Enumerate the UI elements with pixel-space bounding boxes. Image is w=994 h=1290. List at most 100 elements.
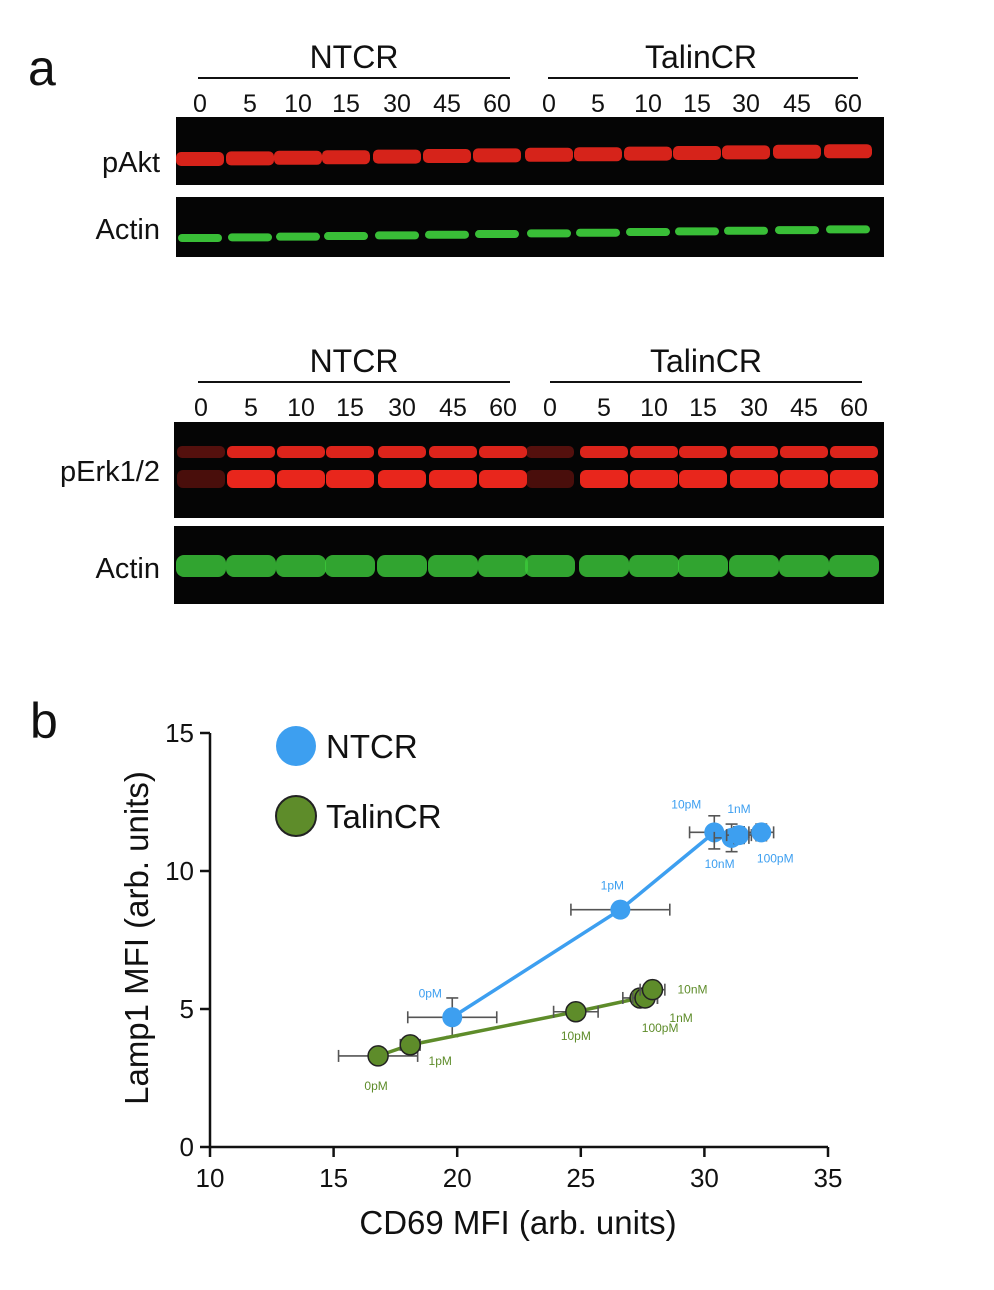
actin-band bbox=[729, 555, 779, 577]
group-label-ntcr: NTCR bbox=[310, 39, 399, 75]
perk-band-lower bbox=[378, 470, 426, 488]
pakt-band bbox=[722, 145, 770, 160]
data-point bbox=[610, 899, 631, 920]
point-label: 1pM bbox=[429, 1054, 452, 1068]
data-point bbox=[729, 825, 750, 846]
point-label: 1pM bbox=[601, 879, 624, 893]
actin-band bbox=[829, 555, 879, 577]
bottom-lane-label: 5 bbox=[597, 394, 611, 422]
perk-band-lower bbox=[277, 470, 325, 488]
pakt-band bbox=[824, 144, 872, 159]
actin-band bbox=[629, 555, 679, 577]
perk-band-lower bbox=[780, 470, 828, 488]
top-lane-label: 0 bbox=[542, 90, 556, 118]
point-label: 1nM bbox=[727, 802, 750, 816]
bottom-lane-label: 10 bbox=[640, 394, 668, 422]
pakt-band bbox=[673, 146, 721, 160]
bottom-lane-label: 0 bbox=[543, 394, 557, 422]
perk-band-upper bbox=[526, 446, 574, 458]
point-label: 10nM bbox=[677, 983, 707, 997]
legend-label: NTCR bbox=[326, 728, 418, 765]
perk-band-upper bbox=[429, 446, 477, 458]
actin-band bbox=[576, 228, 620, 237]
top-lane-label: 5 bbox=[591, 90, 605, 118]
pakt-band bbox=[624, 146, 672, 161]
actin-band bbox=[675, 227, 719, 236]
top-lane-label: 45 bbox=[783, 90, 811, 118]
perk-band-upper bbox=[780, 446, 828, 458]
perk-band-upper bbox=[679, 446, 727, 458]
perk-band-upper bbox=[177, 446, 225, 458]
y-axis-title: Lamp1 MFI (arb. units) bbox=[118, 771, 155, 1105]
bands-top bbox=[176, 144, 872, 242]
actin-band bbox=[779, 555, 829, 577]
bottom-lane-label: 30 bbox=[388, 394, 416, 422]
bottom-lane-label: 30 bbox=[740, 394, 768, 422]
top-lane-label: 45 bbox=[433, 90, 461, 118]
point-label: 1nM bbox=[669, 1011, 692, 1025]
point-label: 10pM bbox=[561, 1029, 591, 1043]
bottom-lane-label: 60 bbox=[840, 394, 868, 422]
perk-membrane bbox=[174, 422, 884, 518]
x-tick-label: 35 bbox=[814, 1163, 843, 1193]
top-lane-label: 15 bbox=[332, 90, 360, 118]
actin-band bbox=[176, 555, 226, 577]
bottom-lane-label: 5 bbox=[244, 394, 258, 422]
data-point bbox=[565, 1001, 587, 1023]
x-axis-title: CD69 MFI (arb. units) bbox=[359, 1204, 676, 1241]
bands-bottom bbox=[176, 446, 879, 577]
pakt-band bbox=[373, 149, 421, 164]
data-point bbox=[641, 978, 664, 1001]
bottom-lane-label: 15 bbox=[336, 394, 364, 422]
top-lane-label: 5 bbox=[243, 90, 257, 118]
perk-band-upper bbox=[378, 446, 426, 458]
data-point bbox=[367, 1045, 389, 1067]
perk-band-lower bbox=[526, 470, 574, 488]
actin-membrane-top bbox=[176, 197, 884, 257]
perk-band-lower bbox=[227, 470, 275, 488]
scatter-chart: 10 15 20 25 30 35 0 5 10 15 CD69 MFI (arb. units)… bbox=[118, 718, 842, 1241]
actin-band bbox=[375, 231, 419, 240]
x-tick-label: 20 bbox=[443, 1163, 472, 1193]
actin-band bbox=[826, 225, 870, 234]
x-tick-label: 30 bbox=[690, 1163, 719, 1193]
point-label: 0pM bbox=[364, 1079, 387, 1093]
group-label-talincr: TalinCR bbox=[645, 39, 757, 75]
top-lane-label: 60 bbox=[834, 90, 862, 118]
perk-band-lower bbox=[326, 470, 374, 488]
bottom-lane-label: 0 bbox=[194, 394, 208, 422]
data-point bbox=[442, 1007, 463, 1028]
x-tick-label: 25 bbox=[566, 1163, 595, 1193]
legend: NTCR TalinCR bbox=[275, 726, 442, 837]
actin-band bbox=[324, 232, 368, 241]
y-tick-label: 15 bbox=[165, 718, 194, 748]
pakt-band bbox=[773, 144, 821, 159]
point-label: 10nM bbox=[705, 857, 735, 871]
point-label: 100pM bbox=[757, 851, 794, 865]
bottom-lane-label: 45 bbox=[790, 394, 818, 422]
x-tick-label: 15 bbox=[319, 1163, 348, 1193]
pakt-band bbox=[226, 151, 274, 166]
legend-label: TalinCR bbox=[326, 798, 442, 835]
row-label-actin-top: Actin bbox=[96, 214, 160, 246]
point-label: 0pM bbox=[419, 986, 442, 1000]
actin-band bbox=[178, 234, 222, 242]
top-lane-label: 0 bbox=[193, 90, 207, 118]
perk-band-lower bbox=[429, 470, 477, 488]
bottom-lane-label: 45 bbox=[439, 394, 467, 422]
actin-band bbox=[678, 555, 728, 577]
y-tick-label: 10 bbox=[165, 856, 194, 886]
data-point bbox=[751, 822, 772, 843]
point-label: 10pM bbox=[671, 797, 701, 811]
actin-band bbox=[579, 555, 629, 577]
actin-band bbox=[228, 233, 272, 242]
actin-band bbox=[626, 228, 670, 237]
point-label: 100pM bbox=[642, 1021, 679, 1035]
row-label-actin-bottom: Actin bbox=[96, 553, 160, 585]
perk-band-upper bbox=[580, 446, 628, 458]
x-tick-label: 10 bbox=[196, 1163, 225, 1193]
pakt-band bbox=[423, 149, 471, 163]
blot-bottom-erk: NTCR TalinCR 0 5 10 15 30 45 60 0 5 10 15 30 45 60 pE… bbox=[60, 343, 884, 604]
blot-top-akt: NTCR TalinCR 0 5 10 15 30 45 60 0 5 10 15 30 45 60 pA… bbox=[96, 39, 884, 257]
